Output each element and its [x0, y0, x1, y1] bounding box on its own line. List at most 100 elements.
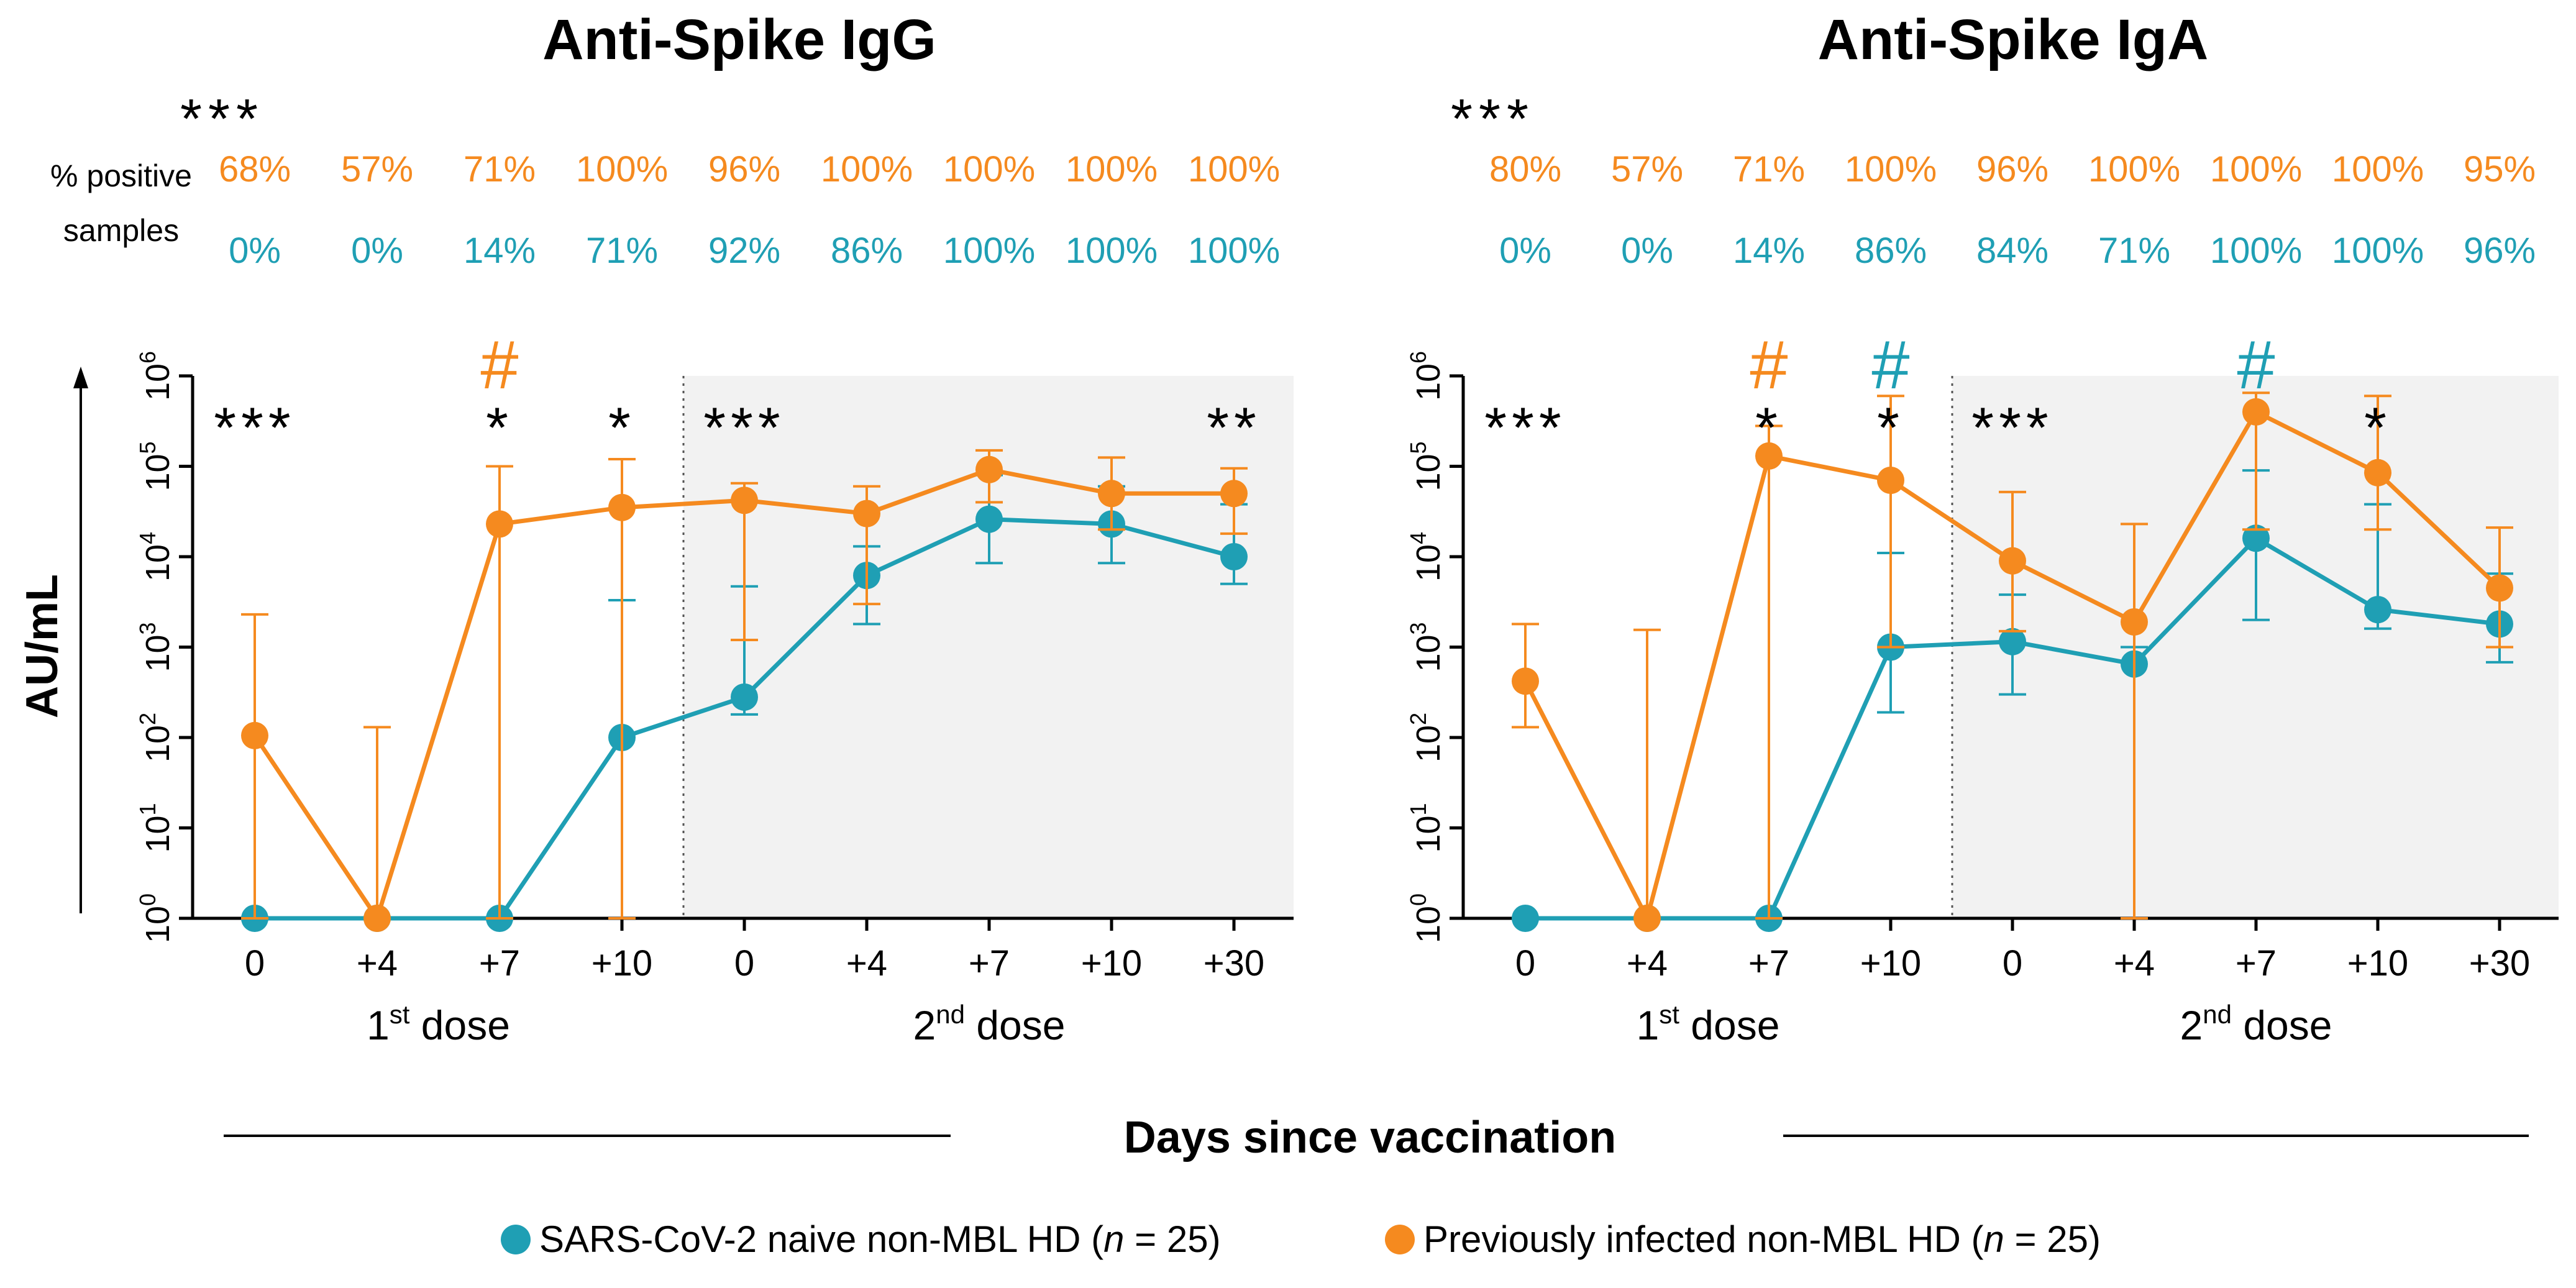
pct-positive-infected: 71%: [464, 149, 536, 190]
pct-positive-infected: 71%: [1733, 149, 1805, 190]
chart-panel-1: Anti-Spike IgG***68% 57% 71% 100% 96% 100% 100…: [135, 8, 1294, 1048]
pct-positive-infected: 100%: [1066, 149, 1158, 190]
pct-positive-naive: 92%: [708, 231, 780, 271]
pct-positive-infected: 80%: [1489, 149, 1561, 190]
data-point-infected: [1877, 467, 1904, 495]
x-tick-label: +7: [969, 943, 1010, 984]
pct-positive-naive: 71%: [2098, 231, 2170, 271]
significance-marker: *: [1877, 396, 1904, 460]
pct-positive-infected: 100%: [576, 149, 668, 190]
hash-marker-naive: #: [1871, 327, 1909, 403]
pct-positive-naive: 84%: [1976, 231, 2048, 271]
data-point-naive: [731, 683, 758, 711]
dose2-label: 2nd dose: [913, 1000, 1066, 1048]
pct-positive-infected: 100%: [1188, 149, 1280, 190]
y-tick-label: 104: [135, 532, 176, 582]
data-point-naive: [2242, 524, 2270, 552]
y-tick-label: 102: [1405, 713, 1447, 762]
x-tick-label: +30: [2469, 943, 2530, 984]
data-point-infected: [2121, 608, 2148, 636]
y-tick-label: 102: [135, 713, 176, 762]
significance-marker: ***: [1484, 396, 1566, 460]
significance-marker: ***: [1971, 396, 2053, 460]
significance-marker: *: [2364, 396, 2391, 460]
pct-positive-naive: 100%: [2210, 231, 2302, 271]
pct-positive-naive: 0%: [229, 231, 281, 271]
x-tick-label: +4: [1627, 943, 1668, 984]
y-tick-label: 100: [135, 893, 176, 943]
data-point-naive: [1220, 543, 1248, 570]
pct-positive-naive: 86%: [1855, 231, 1927, 271]
chart-title: Anti-Spike IgA: [1818, 8, 2209, 71]
hash-marker-infected: #: [1750, 327, 1788, 403]
x-tick-label: +10: [1860, 943, 1921, 984]
dose2-label: 2nd dose: [2180, 1000, 2332, 1048]
data-point-infected: [731, 486, 758, 514]
x-tick-label: +7: [1748, 943, 1789, 984]
pct-positive-naive: 86%: [831, 231, 903, 271]
pct-positive-naive: 100%: [1066, 231, 1158, 271]
x-tick-label: +10: [1081, 943, 1142, 984]
data-point-naive: [975, 505, 1003, 533]
pct-positive-infected: 100%: [2332, 149, 2424, 190]
header-significance: ***: [1451, 88, 1535, 150]
chart-panel-2: Anti-Spike IgA***80% 57% 71% 100% 96% 100% 100…: [1405, 8, 2559, 1048]
x-tick-label: 0: [734, 943, 754, 984]
pct-positive-infected: 100%: [2210, 149, 2302, 190]
legend: SARS-CoV-2 naive non-MBL HD (n = 25) Pre…: [501, 1218, 2101, 1260]
significance-marker: *: [1755, 396, 1783, 460]
significance-marker: **: [1207, 396, 1261, 460]
pct-positive-infected: 96%: [1976, 149, 2048, 190]
y-tick-label: 106: [135, 351, 176, 401]
pct-positive-label-line1: % positive: [50, 158, 192, 193]
pct-positive-naive: 96%: [2464, 231, 2536, 271]
x-tick-label: +10: [591, 943, 652, 984]
hash-marker-naive: #: [2237, 327, 2275, 403]
data-point-infected: [853, 500, 880, 528]
x-tick-label: 0: [2003, 943, 2022, 984]
y-tick-label: 105: [135, 441, 176, 491]
pct-positive-naive: 100%: [1188, 231, 1280, 271]
data-point-infected: [1220, 480, 1248, 508]
pct-positive-naive: 71%: [586, 231, 658, 271]
y-axis-arrow: [73, 367, 88, 388]
pct-positive-infected: 100%: [943, 149, 1035, 190]
x-tick-label: 0: [245, 943, 265, 984]
pct-positive-infected: 57%: [341, 149, 413, 190]
pct-positive-infected: 95%: [2464, 149, 2536, 190]
y-tick-label: 103: [135, 622, 176, 672]
pct-positive-naive: 0%: [1621, 231, 1673, 271]
legend-marker-naive: [501, 1225, 531, 1254]
legend-marker-infected: [1385, 1225, 1415, 1254]
y-tick-label: 104: [1405, 532, 1447, 582]
chart-title: Anti-Spike IgG: [542, 8, 936, 71]
data-point-infected: [1755, 442, 1783, 470]
legend-label-naive: SARS-CoV-2 naive non-MBL HD (n = 25): [539, 1218, 1221, 1260]
legend-label-infected: Previously infected non-MBL HD (n = 25): [1423, 1218, 2101, 1260]
pct-positive-infected: 96%: [708, 149, 780, 190]
y-tick-label: 106: [1405, 351, 1447, 401]
y-axis-label: AU/mL: [17, 574, 67, 718]
x-tick-label: +7: [479, 943, 520, 984]
data-point-infected: [1633, 905, 1661, 932]
y-tick-label: 101: [135, 803, 176, 852]
pct-positive-infected: 57%: [1611, 149, 1683, 190]
x-tick-label: +4: [846, 943, 887, 984]
pct-positive-naive: 0%: [1499, 231, 1551, 271]
pct-positive-infected: 68%: [219, 149, 291, 190]
x-tick-label: +4: [2114, 943, 2155, 984]
data-point-infected: [2486, 574, 2513, 602]
hash-marker-infected: #: [480, 327, 518, 403]
data-point-infected: [1512, 667, 1539, 695]
x-tick-label: +30: [1204, 943, 1264, 984]
data-point-infected: [1999, 547, 2026, 575]
data-point-infected: [363, 905, 391, 932]
x-tick-label: +4: [357, 943, 398, 984]
significance-marker: *: [608, 396, 636, 460]
data-point-naive: [2364, 596, 2391, 624]
pct-positive-naive: 100%: [943, 231, 1035, 271]
data-point-infected: [975, 455, 1003, 483]
y-tick-label: 101: [1405, 803, 1447, 852]
data-point-infected: [2242, 398, 2270, 426]
